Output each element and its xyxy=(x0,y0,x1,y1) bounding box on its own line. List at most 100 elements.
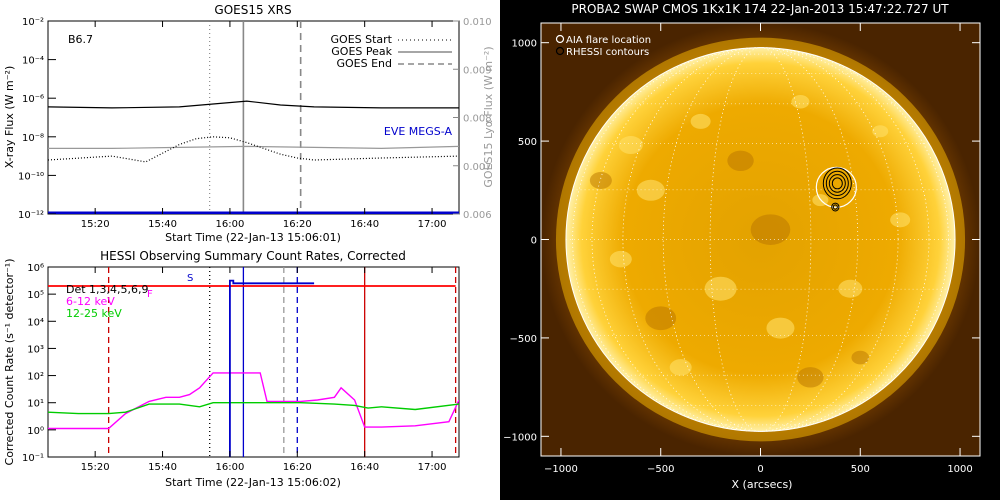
goes-y-right-tick-label-0: 0.010 xyxy=(463,17,492,28)
hessi-series-line-1 xyxy=(48,402,459,415)
hessi-series-line-0 xyxy=(48,372,459,430)
legend-aia-marker xyxy=(555,34,565,44)
goes-x-tick-label-3: 16:20 xyxy=(283,219,312,230)
bright-region-3 xyxy=(791,94,810,109)
rhessi-contour-0-2 xyxy=(825,170,849,197)
swap-x-tick-label-0: −1000 xyxy=(544,464,578,475)
bright-region-0 xyxy=(618,136,643,155)
hessi-y-tick-label-7: 10⁻¹ xyxy=(22,453,44,464)
goes-y-right-tick-label-4: 0.006 xyxy=(463,210,492,221)
goes-xrs-chart: GOES15 XRS 15:20 15:40 16:00 16:20 16:40 17:0… xyxy=(3,3,495,244)
swap-y-tick-label-3: −500 xyxy=(510,334,537,345)
legend-6-12-kev: 6-12 keV xyxy=(66,295,115,308)
hessi-y-tick-label-3: 10³ xyxy=(27,344,44,355)
bright-region-1 xyxy=(636,179,665,201)
bright-region-6 xyxy=(766,317,795,339)
grid-longitude-line xyxy=(572,47,949,432)
dark-region-5 xyxy=(727,150,754,171)
legend-12-25-kev: 12-25 keV xyxy=(66,307,122,320)
goes-class-annotation: B6.7 xyxy=(68,33,93,46)
rhessi-contour-0-0 xyxy=(831,177,843,190)
goes-x-tick-label-1: 15:40 xyxy=(148,219,177,230)
swap-x-tick-label-3: 500 xyxy=(851,464,870,475)
swap-x-tick-label-2: 0 xyxy=(757,464,763,475)
legend-rhessi-marker xyxy=(555,46,565,56)
rhessi-contour-1-0 xyxy=(832,204,838,210)
goes-x-axis-label: Start Time (22-Jan-13 15:06:01) xyxy=(165,231,341,244)
dark-region-2 xyxy=(797,367,824,388)
grid-longitude-line xyxy=(662,47,859,432)
rhessi-contour-0-1 xyxy=(828,174,846,193)
bright-region-8 xyxy=(890,212,911,228)
goes-y-tick-label-3: 10⁻⁸ xyxy=(22,133,44,144)
goes-y-axis-label: X-ray Flux (W m⁻²) xyxy=(3,66,16,168)
swap-y-tick-label-1: 500 xyxy=(518,137,537,148)
hessi-title: HESSI Observing Summary Count Rates, Cor… xyxy=(100,249,406,263)
dark-region-4 xyxy=(851,350,870,365)
goes-y-right-tick-label-1: 0.009 xyxy=(463,65,492,76)
hessi-y-tick-label-0: 10⁶ xyxy=(27,263,44,274)
dark-region-0 xyxy=(645,306,677,331)
swap-y-tick-label-4: −1000 xyxy=(503,432,537,443)
hessi-y-tick-label-4: 10² xyxy=(27,372,44,383)
bright-region-9 xyxy=(872,125,889,138)
swap-y-tick-label-2: 0 xyxy=(531,236,537,247)
swap-x-axis-label: X (arcsecs) xyxy=(732,478,793,491)
rhessi-contour-0-3 xyxy=(822,167,852,200)
hessi-x-axis-label: Start Time (22-Jan-13 15:06:02) xyxy=(165,476,341,489)
goes-y-tick-label-5: 10⁻¹² xyxy=(18,210,44,221)
dark-region-1 xyxy=(750,214,791,245)
swap-x-tick-label-4: 1000 xyxy=(947,464,972,475)
goes-title: GOES15 XRS xyxy=(214,3,291,17)
goes-legend: GOES Start GOES Peak GOES End EVE MEGS-A xyxy=(331,33,453,138)
hessi-x-tick-label-0: 15:20 xyxy=(81,462,110,473)
goes-y-tick-label-2: 10⁻⁶ xyxy=(22,94,44,105)
legend-rhessi-contours: RHESSI contours xyxy=(566,47,649,58)
hessi-y-tick-label-1: 10⁵ xyxy=(27,290,44,301)
swap-image-panel: PROBA2 SWAP CMOS 1Kx1K 174 22-Jan-2013 1… xyxy=(500,0,1000,500)
hessi-x-tick-label-2: 16:00 xyxy=(216,462,245,473)
hessi-legend: Det 1,3,4,5,6,9 6-12 keV 12-25 keV F S xyxy=(66,273,193,320)
legend-goes-peak: GOES Peak xyxy=(331,45,392,58)
hessi-y-tick-label-2: 10⁴ xyxy=(27,317,44,328)
goes-series-line-0 xyxy=(48,100,459,109)
legend-goes-end: GOES End xyxy=(336,57,392,70)
hessi-plot-frame xyxy=(47,266,460,458)
goes-series-line-1 xyxy=(48,145,459,150)
limb-outline xyxy=(565,47,956,432)
goes-y-right-tick-label-2: 0.008 xyxy=(463,114,492,125)
bright-region-5 xyxy=(704,276,737,301)
swap-legend: AIA flare location RHESSI contours xyxy=(555,34,651,58)
hessi-series-line-3 xyxy=(228,279,315,457)
rhessi-contour-1-1 xyxy=(831,202,840,212)
flag-f: F xyxy=(147,289,153,300)
swap-y-tick-label-0: 1000 xyxy=(512,39,537,50)
hessi-y-tick-label-5: 10¹ xyxy=(27,399,44,410)
goes-x-tick-label-4: 16:40 xyxy=(350,219,379,230)
grid-longitude-line xyxy=(591,47,930,432)
goes-y-right-axis-label: GOES15 Lyα Flux (W m⁻²) xyxy=(482,46,495,187)
swap-title: PROBA2 SWAP CMOS 1Kx1K 174 22-Jan-2013 1… xyxy=(571,2,949,16)
goes-series-line-2 xyxy=(48,136,459,163)
goes-y-tick-label-4: 10⁻¹⁰ xyxy=(18,171,44,182)
legend-eve-megs-a: EVE MEGS-A xyxy=(384,125,453,138)
legend-aia-flare-location: AIA flare location xyxy=(566,35,651,46)
hessi-x-tick-label-4: 16:40 xyxy=(350,462,379,473)
goes-y-right-tick-label-3: 0.007 xyxy=(463,162,492,173)
hessi-y-axis-label: Corrected Count Rate (s⁻¹ detector⁻¹) xyxy=(3,259,16,466)
goes-y-tick-label-1: 10⁻⁴ xyxy=(22,56,44,67)
bright-region-2 xyxy=(690,113,711,129)
hessi-x-tick-label-3: 16:20 xyxy=(283,462,312,473)
hessi-y-tick-label-6: 10⁰ xyxy=(27,426,44,437)
bright-region-10 xyxy=(669,359,692,376)
bright-region-7 xyxy=(838,279,863,298)
hessi-x-tick-label-5: 17:00 xyxy=(418,462,447,473)
aia-flare-location-marker xyxy=(815,166,857,208)
goes-y-tick-label-0: 10⁻² xyxy=(22,17,44,28)
dark-region-3 xyxy=(589,171,612,189)
goes-x-tick-label-2: 16:00 xyxy=(216,219,245,230)
goes-x-tick-label-5: 17:00 xyxy=(418,219,447,230)
hessi-x-tick-label-1: 15:40 xyxy=(148,462,177,473)
swap-x-tick-label-1: −500 xyxy=(647,464,674,475)
